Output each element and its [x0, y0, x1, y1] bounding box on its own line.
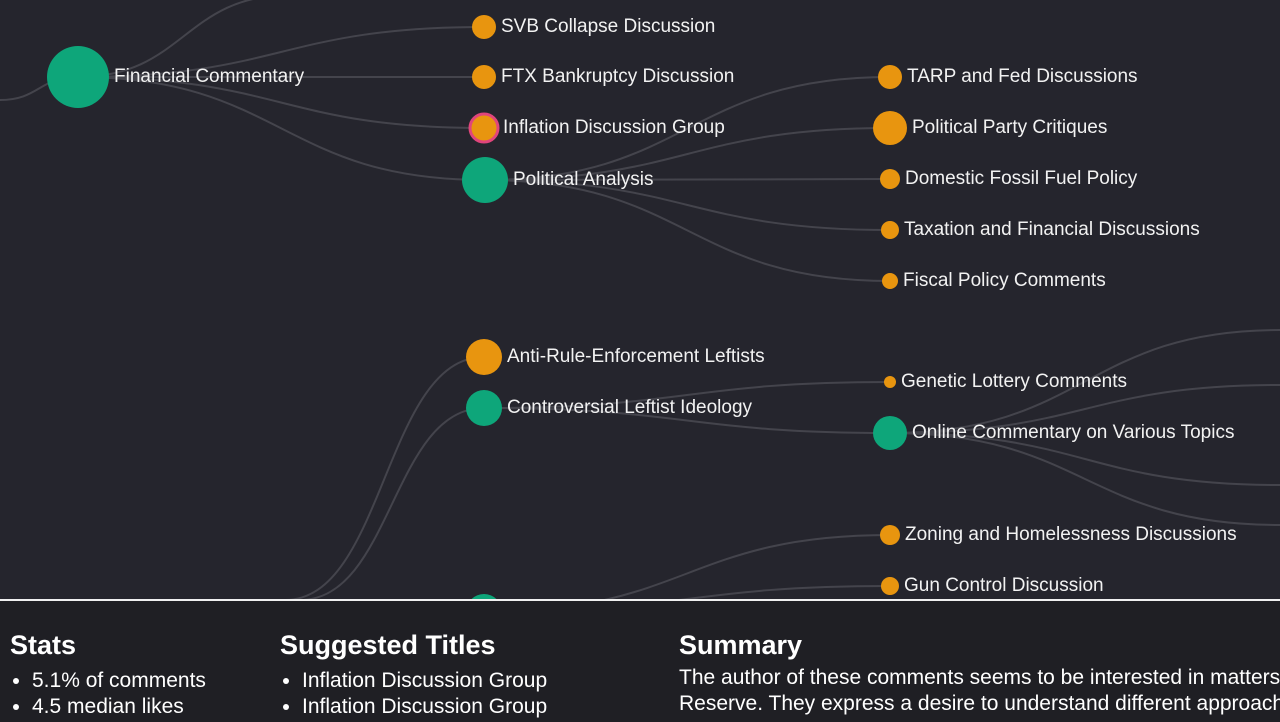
branch-node-circle[interactable] — [462, 157, 508, 203]
tree-link — [671, 585, 891, 600]
tree-link — [483, 381, 891, 409]
tree-link — [77, 76, 486, 181]
suggested-titles-heading: Suggested Titles — [280, 630, 496, 660]
suggested-title-item: Inflation Discussion Group — [302, 668, 547, 694]
suggested-title-item: Inflation Discussion Group — [302, 694, 547, 720]
node-label-financial-commentary[interactable]: Financial Commentary — [114, 66, 305, 87]
leaf-node-circle[interactable] — [472, 15, 496, 39]
tree-link — [599, 534, 891, 600]
node-label-svb[interactable]: SVB Collapse Discussion — [501, 16, 716, 37]
summary-line: Reserve. They express a desire to unders… — [679, 692, 1280, 715]
tree-link — [484, 179, 891, 282]
node-label-fossil[interactable]: Domestic Fossil Fuel Policy — [905, 168, 1138, 189]
tree-link — [889, 432, 1280, 486]
stats-median-likes: 4.5 median likes — [32, 694, 206, 720]
leaf-node-circle[interactable] — [881, 221, 899, 239]
leaf-node-circle[interactable] — [466, 339, 502, 375]
suggested-titles-list: Inflation Discussion Group Inflation Dis… — [280, 668, 547, 720]
branch-node-circle[interactable] — [466, 594, 502, 600]
leaf-node-circle[interactable] — [880, 525, 900, 545]
summary-line: The author of these comments seems to be… — [679, 666, 1280, 689]
tree-link — [77, 76, 485, 129]
summary-text: The author of these comments seems to be… — [679, 665, 1280, 717]
details-panel: Stats 5.1% of comments 4.5 median likes … — [0, 599, 1280, 722]
leaf-node-circle[interactable] — [881, 577, 899, 595]
topic-tree-canvas — [0, 0, 1280, 600]
leaf-node-circle[interactable] — [472, 65, 496, 89]
suggested-titles-section: Suggested Titles Inflation Discussion Gr… — [280, 629, 547, 720]
summary-heading: Summary — [679, 630, 803, 660]
node-label-tarp[interactable]: TARP and Fed Discussions — [907, 66, 1138, 87]
leaf-node-circle[interactable] — [880, 169, 900, 189]
leaf-node-circle[interactable] — [873, 111, 907, 145]
topic-tree: Financial Commentary SVB Collapse Discuss… — [0, 0, 1280, 600]
tree-link — [889, 384, 1280, 434]
stats-comment-share: 5.1% of comments — [32, 668, 206, 694]
tree-link — [284, 356, 485, 600]
tree-link — [77, 0, 254, 78]
leaf-node-circle[interactable] — [878, 65, 902, 89]
leaf-node-circle[interactable] — [468, 112, 500, 144]
tree-link — [484, 127, 891, 181]
node-label-party[interactable]: Political Party Critiques — [912, 117, 1108, 138]
stats-section: Stats 5.1% of comments 4.5 median likes — [10, 629, 206, 720]
tree-link — [484, 76, 891, 181]
tree-link — [889, 432, 1280, 526]
node-label-online[interactable]: Online Commentary on Various Topics — [912, 422, 1235, 443]
node-label-taxation[interactable]: Taxation and Financial Discussions — [904, 219, 1200, 240]
branch-node-circle[interactable] — [466, 390, 502, 426]
node-label-fiscal[interactable]: Fiscal Policy Comments — [903, 270, 1106, 291]
summary-section: Summary The author of these comments see… — [679, 629, 1280, 717]
node-label-genetic[interactable]: Genetic Lottery Comments — [901, 371, 1127, 392]
tree-link — [484, 179, 891, 231]
node-label-inflation[interactable]: Inflation Discussion Group — [503, 117, 725, 138]
leaf-node-circle[interactable] — [882, 273, 898, 289]
stats-heading: Stats — [10, 630, 77, 660]
tree-link — [889, 329, 1280, 434]
tree-link — [484, 178, 891, 181]
node-label-gun[interactable]: Gun Control Discussion — [904, 575, 1104, 596]
tree-link — [299, 407, 485, 600]
branch-node-circle[interactable] — [47, 46, 109, 108]
tree-link — [77, 26, 485, 78]
leaf-node-circle[interactable] — [884, 376, 896, 388]
node-label-zoning[interactable]: Zoning and Homelessness Discussions — [905, 524, 1237, 545]
tree-link — [483, 407, 891, 434]
node-label-political-analysis[interactable]: Political Analysis — [513, 169, 654, 190]
node-label-anti-rule[interactable]: Anti-Rule-Enforcement Leftists — [507, 346, 765, 367]
node-label-ftx[interactable]: FTX Bankruptcy Discussion — [501, 66, 735, 87]
node-label-controversial[interactable]: Controversial Leftist Ideology — [507, 397, 753, 418]
branch-node-circle[interactable] — [873, 416, 907, 450]
stats-list: 5.1% of comments 4.5 median likes — [10, 668, 206, 720]
